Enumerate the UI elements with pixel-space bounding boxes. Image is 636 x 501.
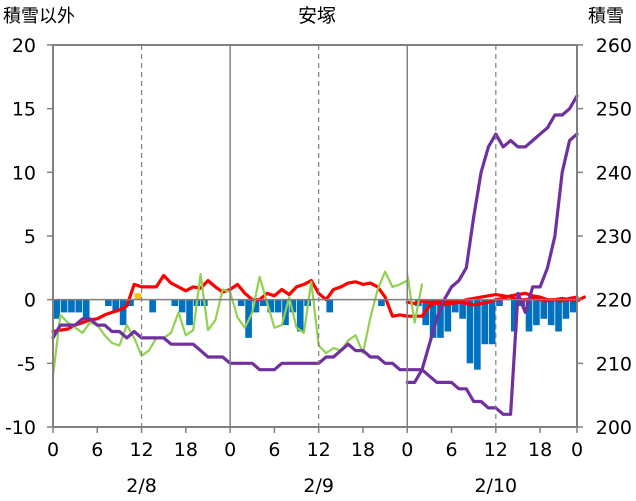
date-label: 2/9 <box>303 475 334 497</box>
frame-layer <box>47 44 583 433</box>
text-layer: 安塚 積雪以外 積雪 -10 -5 0 5 10 15 20 200 210 220 230 240 2… <box>3 5 632 497</box>
left-axis-label: 積雪以外 <box>3 6 75 27</box>
precipitation-bar <box>134 293 142 300</box>
wind_seg2-line <box>406 273 424 324</box>
snow_depth_change-bar <box>326 299 334 313</box>
snow_depth_change-bar <box>82 299 90 319</box>
snow_depth_change-bar <box>569 299 577 313</box>
snow_depth_change-bar <box>540 299 548 319</box>
left-tick-label: 5 <box>24 226 36 248</box>
date-label: 2/10 <box>474 475 517 497</box>
x-tick-label: 18 <box>351 439 375 461</box>
right-tick-label: 210 <box>596 353 632 375</box>
left-tick-label: -5 <box>17 353 36 375</box>
x-tick-label: 0 <box>47 439 59 461</box>
snow_depth-line <box>51 132 579 416</box>
snow_depth_change-bar <box>296 299 304 332</box>
snow_depth_change-bar <box>60 299 68 313</box>
x-tick-label: 6 <box>445 439 457 461</box>
snow_depth_change-bar <box>437 299 444 338</box>
x-tick-label: 0 <box>571 439 583 461</box>
snow_depth_change-bar <box>237 299 245 307</box>
snow_depth_change-bar <box>525 299 533 332</box>
snow_depth_change-bar <box>252 299 260 313</box>
x-tick-label: 0 <box>401 439 413 461</box>
snow_depth_change-bar <box>267 299 275 313</box>
snow_depth_change-bar <box>105 299 112 307</box>
snow_depth_change-bar <box>510 299 518 332</box>
x-tick-label: 12 <box>129 439 153 461</box>
snow_depth_change-bar <box>555 299 562 332</box>
right-tick-label: 220 <box>596 290 632 312</box>
snow_depth_change-bar <box>260 299 267 307</box>
snow_depth_change-bar <box>562 299 570 319</box>
snow_depth_change-bar <box>378 299 385 307</box>
date-label: 2/8 <box>126 475 157 497</box>
snow_depth_change-bar <box>474 299 481 370</box>
snow_depth_change-bar <box>488 299 496 345</box>
snow_depth_change-bar <box>289 299 297 313</box>
snow_depth_change-bar <box>149 299 156 313</box>
x-tick-label: 12 <box>484 439 508 461</box>
right-axis-label: 積雪 <box>588 6 624 27</box>
snow_depth_change-bar <box>533 299 540 326</box>
x-tick-label: 6 <box>91 439 103 461</box>
snow_depth_change-bar <box>459 299 466 319</box>
chart-title: 安塚 <box>298 5 336 27</box>
left-tick-label: -10 <box>5 417 36 439</box>
left-tick-label: 10 <box>12 162 36 184</box>
snow_depth_change-bar <box>444 299 452 332</box>
snow_depth_change-bar <box>186 299 193 326</box>
right-tick-label: 240 <box>596 162 632 184</box>
right-tick-label: 230 <box>596 226 632 248</box>
snow_depth_change-bar <box>75 299 83 313</box>
temperature_seg2-line <box>405 293 579 307</box>
snow_depth_change-bar <box>112 299 120 313</box>
snow_depth_change-bar <box>547 299 555 326</box>
snow_depth_change-bar <box>171 299 179 307</box>
right-tick-label: 200 <box>596 417 632 439</box>
snow_depth_seg2-line <box>405 94 579 384</box>
left-tick-label: 15 <box>12 99 36 121</box>
x-tick-label: 12 <box>307 439 331 461</box>
left-tick-label: 0 <box>24 290 36 312</box>
snow_depth_change-bar <box>178 299 186 313</box>
snow_depth_change-bar <box>127 299 134 307</box>
snow_depth_change-bar <box>68 299 75 313</box>
snow_depth_change-bar <box>481 299 489 345</box>
snow_depth_change-bar <box>429 299 437 338</box>
snow_depth_change-bar <box>466 299 474 364</box>
snow_depth_change-bar <box>451 299 459 313</box>
x-tick-label: 18 <box>174 439 198 461</box>
x-tick-label: 6 <box>268 439 280 461</box>
snow_depth_change-bar <box>496 299 503 307</box>
snow_depth_change-bar <box>119 299 127 326</box>
right-tick-label: 260 <box>596 35 632 57</box>
snow_depth_change-bar <box>274 299 282 313</box>
snow_depth_change-bar <box>53 299 61 319</box>
x-tick-label: 18 <box>528 439 552 461</box>
plot-frame <box>52 44 578 428</box>
lines-layer <box>51 94 587 416</box>
left-tick-label: 20 <box>12 35 36 57</box>
x-tick-label: 0 <box>224 439 236 461</box>
right-tick-label: 250 <box>596 99 632 121</box>
